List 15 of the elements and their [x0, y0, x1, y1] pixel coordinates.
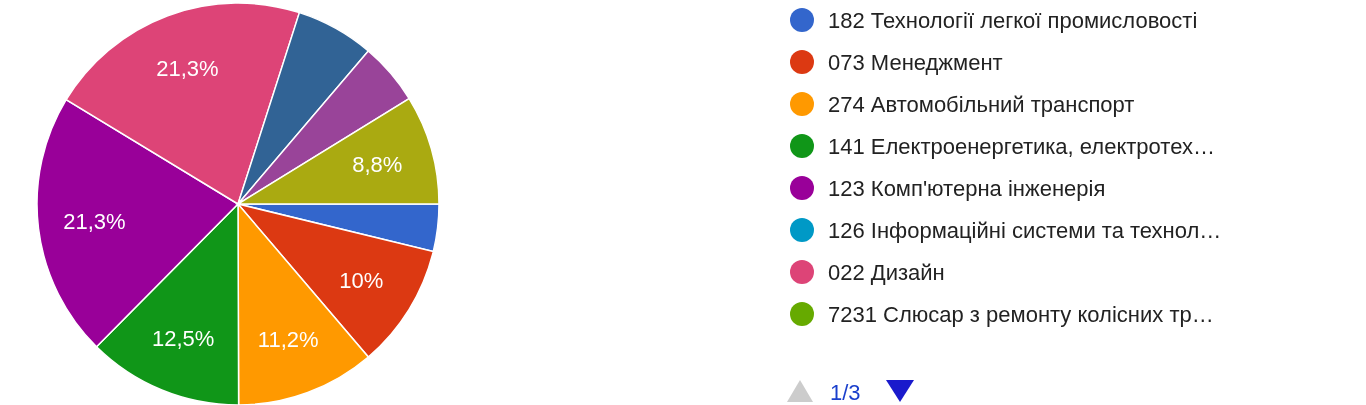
legend-label: 182 Технології легкої промисловості	[828, 7, 1198, 33]
legend-label: 022 Дизайн	[828, 259, 945, 285]
data-label: 21,3%	[156, 56, 219, 82]
data-label: 8,8%	[352, 152, 403, 178]
legend-label: 274 Автомобільний транспорт	[828, 91, 1135, 117]
data-label: 11,2%	[257, 327, 319, 353]
text: 1/3	[830, 379, 861, 405]
data-label: 12,5%	[151, 325, 215, 351]
data-label: 10%	[339, 267, 384, 293]
legend-label: 126 Інформаційні системи та технол…	[828, 217, 1222, 243]
data-label: 21,3%	[63, 209, 126, 235]
legend-label: 141 Електроенергетика, електротех…	[828, 133, 1215, 159]
legend-label: 123 Комп'ютерна інженерія	[828, 175, 1106, 201]
legend-label: 7231 Слюсар з ремонту колісних тр…	[828, 301, 1214, 327]
legend-label: 073 Менеджмент	[828, 49, 1003, 75]
